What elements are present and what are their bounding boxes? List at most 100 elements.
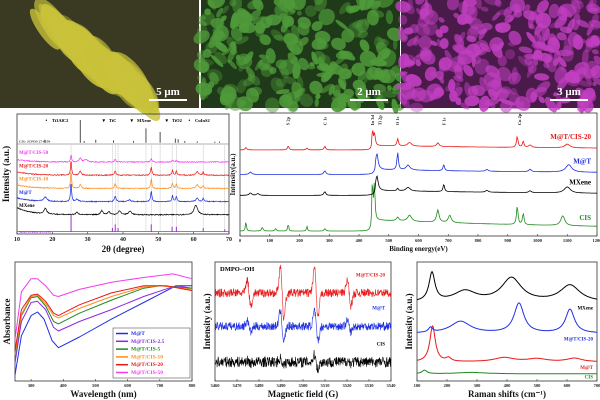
texture-particle <box>391 98 399 114</box>
texture-particle <box>450 56 466 72</box>
texture-particle <box>524 57 533 66</box>
x-tick-label: 300 <box>326 238 334 243</box>
texture-particle <box>473 39 489 56</box>
texture-particle <box>376 37 386 43</box>
x-tick-label: 900 <box>504 238 512 243</box>
texture-particle <box>313 0 324 5</box>
x-tick-label: 400 <box>356 238 364 243</box>
texture-particle <box>259 34 271 46</box>
cis-reference-label: CIS: JCPDS 27-0159 <box>19 140 51 144</box>
legend-marker-icon: ▾ <box>102 119 106 124</box>
texture-particle <box>387 85 392 91</box>
texture-particle <box>464 15 473 25</box>
texture-particle <box>344 66 356 78</box>
texture-particle <box>255 26 265 38</box>
xps-chart: 0 100 200 300 400 500 600 700 800 900 1000 1100 1200… <box>229 112 600 253</box>
texture-particle <box>297 16 312 29</box>
texture-particle <box>250 75 261 86</box>
x-tick-label: 3500 <box>299 383 309 388</box>
texture-particle <box>265 48 276 64</box>
texture-particle <box>409 102 424 113</box>
series-line <box>240 175 597 196</box>
series-line <box>16 172 230 190</box>
texture-particle <box>499 100 513 113</box>
legend-entry: MXene <box>137 118 151 123</box>
texture-particle <box>548 3 560 19</box>
series-CIS: CIS <box>417 369 597 380</box>
plot-frame <box>16 113 230 235</box>
scale-bar-label: 2 μm <box>357 86 381 98</box>
texture-particle <box>207 69 223 82</box>
texture-particle <box>337 76 347 90</box>
texture-particle <box>215 41 228 53</box>
texture-particle <box>228 40 237 51</box>
x-tick-label: 300 <box>28 383 36 388</box>
texture-particle <box>270 77 284 93</box>
series-line <box>16 183 229 203</box>
legend-entry: M@T/CIS-2.5 <box>131 339 165 345</box>
texture-particle <box>438 61 445 75</box>
texture-particle <box>127 75 159 116</box>
series-M@T/CIS-20: M@T/CIS-20 <box>214 264 392 321</box>
texture-particle <box>398 71 408 76</box>
series-label: M@T/CIS-50 <box>19 151 49 156</box>
texture-particle <box>538 96 545 104</box>
texture-particle <box>398 53 410 69</box>
texture-particle <box>536 55 543 62</box>
texture-particle <box>494 0 502 7</box>
x-tick-label: 40 <box>120 237 126 243</box>
texture-particle <box>199 91 206 101</box>
series-MXene: MXene <box>240 175 597 196</box>
series-line-M@T/CIS-2.5 <box>14 285 193 364</box>
texture-particle <box>210 54 224 68</box>
x-tick-label: 3510 <box>321 383 331 388</box>
texture-particle <box>571 0 584 9</box>
series-MXene: MXene <box>417 271 597 311</box>
texture-particle <box>320 83 334 94</box>
scale-bar-label: 5 μm <box>156 86 180 98</box>
series-line <box>16 204 230 216</box>
texture-particle <box>556 101 562 110</box>
texture-particle <box>478 28 486 41</box>
texture-particle <box>254 59 263 71</box>
texture-particle <box>424 66 437 81</box>
texture-particle <box>415 0 425 5</box>
texture-particle <box>419 50 436 65</box>
series-line <box>214 307 392 344</box>
texture-particle <box>407 0 413 11</box>
texture-particle <box>510 87 518 95</box>
series-label: M@T/CIS-20 <box>550 133 591 141</box>
texture-particle <box>541 25 551 41</box>
texture-particle <box>197 61 210 74</box>
legend-entry: M@T/CIS-10 <box>131 354 163 360</box>
texture-particle <box>509 101 525 110</box>
legend-marker-icon: • <box>46 119 48 124</box>
texture-particle <box>304 5 317 17</box>
texture-particle <box>195 82 213 96</box>
texture-particle <box>123 72 161 121</box>
x-tick-label: 700 <box>445 238 453 243</box>
x-tick-label: 500 <box>534 383 542 388</box>
texture-particle <box>214 51 228 65</box>
x-tick-label: 3530 <box>365 383 375 388</box>
texture-particle <box>559 26 572 34</box>
texture-particle <box>385 10 394 25</box>
texture-particle <box>196 52 206 60</box>
x-tick-label: 400 <box>504 383 512 388</box>
texture-particle <box>275 78 287 88</box>
series-line <box>16 161 230 177</box>
texture-particle <box>571 0 581 14</box>
texture-particle <box>198 15 207 21</box>
legend-entry: M@T/CIS-20 <box>131 362 163 368</box>
texture-particle <box>504 14 514 23</box>
texture-particle <box>592 76 600 87</box>
texture-particle <box>549 21 564 29</box>
epr-chart: 3460 3470 3480 3490 3500 3510 3520 3530 3540 Magn… <box>202 261 396 399</box>
texture-particle <box>265 14 282 26</box>
texture-particle <box>422 21 438 36</box>
series-label: M@T/CIS-20 <box>19 164 49 169</box>
legend-entry: TiC <box>109 118 116 123</box>
series-label: MXene <box>577 306 593 311</box>
texture-particle <box>463 64 474 77</box>
